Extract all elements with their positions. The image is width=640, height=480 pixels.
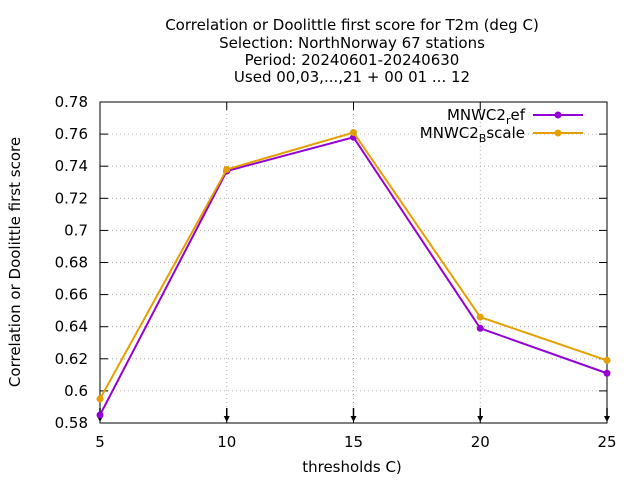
- x-axis-label: thresholds C): [302, 458, 402, 476]
- series-1-point: [603, 369, 611, 377]
- y-tick-label: 0.72: [55, 189, 88, 207]
- grid: [100, 102, 607, 423]
- x-tick-label: 15: [344, 433, 363, 451]
- y-tick-label: 0.74: [55, 157, 88, 175]
- chart-title-line-1: Correlation or Doolittle first score for…: [165, 16, 539, 34]
- series-layer: [96, 128, 611, 419]
- x-marker-arrow: [350, 416, 357, 422]
- y-tick-label: 0.6: [64, 382, 88, 400]
- chart-title-line-2: Selection: NorthNorway 67 stations: [219, 34, 485, 52]
- series-2-point: [476, 313, 484, 321]
- x-tick-label: 5: [95, 433, 105, 451]
- legend-label-1: MNWC2ref: [447, 106, 526, 127]
- chart-title-line-4: Used 00,03,...,21 + 00 01 ... 12: [234, 68, 470, 86]
- y-tick-label: 0.62: [55, 350, 88, 368]
- chart-title-line-3: Period: 20240601-20240630: [245, 51, 460, 69]
- y-tick-label: 0.78: [55, 93, 88, 111]
- legend-swatch-point-2: [554, 129, 562, 137]
- series-2-point: [350, 128, 357, 136]
- y-tick-label: 0.76: [55, 125, 88, 143]
- legend-swatch-point-1: [554, 111, 562, 119]
- x-marker-arrow: [477, 416, 484, 422]
- y-tick-label: 0.58: [55, 414, 88, 432]
- series-2-point: [603, 356, 611, 364]
- ticks: 0.58 0.6 0.62 0.64 0.66 0.68 0.7 0.72 0.74 0.76 0.…: [55, 93, 617, 451]
- x-tick-label: 25: [597, 433, 616, 451]
- y-tick-label: 0.68: [55, 254, 88, 272]
- series-2-point: [96, 395, 104, 403]
- y-axis-label: Correlation or Doolittle first score: [6, 137, 24, 387]
- series-2-point: [223, 165, 231, 173]
- series-1-point: [476, 324, 484, 332]
- y-tick-label: 0.7: [64, 221, 88, 239]
- x-tick-label: 10: [217, 433, 236, 451]
- x-marker-arrow: [223, 416, 230, 422]
- x-tick-label: 20: [471, 433, 490, 451]
- x-marker-arrow: [604, 416, 610, 422]
- legend-label-2: MNWC2Bscale: [420, 124, 525, 145]
- series-1-point: [96, 411, 104, 419]
- y-tick-label: 0.66: [55, 286, 88, 304]
- y-tick-label: 0.64: [55, 318, 88, 336]
